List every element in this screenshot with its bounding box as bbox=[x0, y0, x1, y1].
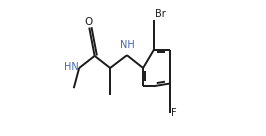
Text: O: O bbox=[84, 17, 93, 27]
Text: F: F bbox=[171, 108, 177, 118]
Text: Br: Br bbox=[155, 9, 165, 19]
Text: HN: HN bbox=[64, 62, 78, 72]
Text: NH: NH bbox=[120, 40, 134, 50]
